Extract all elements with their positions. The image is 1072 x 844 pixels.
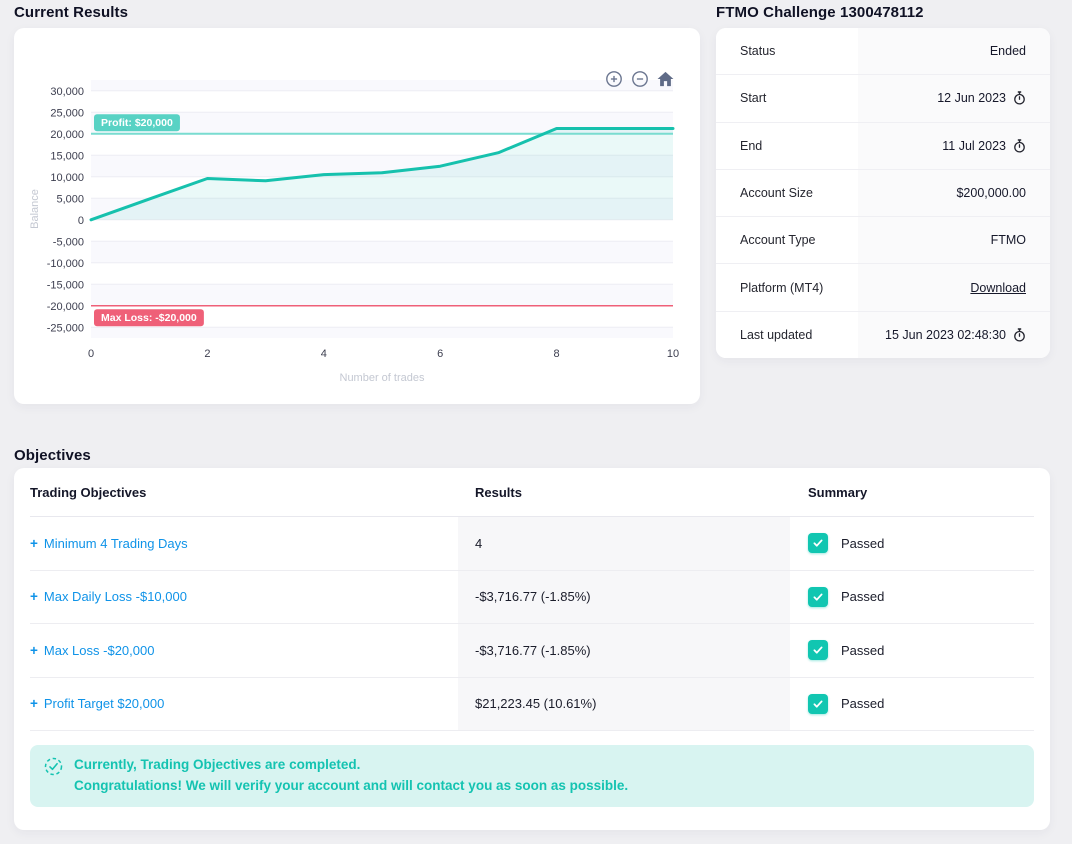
banner-line1: Currently, Trading Objectives are comple… (74, 757, 361, 772)
summary-status: Passed (841, 642, 885, 658)
completion-banner: Currently, Trading Objectives are comple… (30, 745, 1034, 807)
table-row-min-trading-days: + Minimum 4 Trading Days 4 Passed (30, 517, 1034, 571)
objective-link-max-loss[interactable]: + Max Loss -$20,000 (30, 642, 155, 658)
objectives-title: Objectives (14, 447, 91, 464)
passed-checkbox[interactable] (808, 533, 828, 554)
last-updated-value: 15 Jun 2023 02:48:30 (885, 327, 1006, 342)
zoom-in-icon[interactable] (605, 70, 623, 88)
start-label: Start (716, 75, 858, 122)
balance-chart-card: 30,000 25,000 20,000 15,000 10,000 5,000 0 -5,0… (14, 28, 700, 404)
header-summary: Summary (808, 484, 868, 500)
passed-checkbox[interactable] (808, 640, 828, 661)
svg-text:15,000: 15,000 (50, 150, 84, 162)
plus-icon: + (30, 696, 38, 712)
svg-text:-5,000: -5,000 (53, 236, 84, 248)
result-value: 4 (458, 517, 790, 570)
table-row-max-daily-loss: + Max Daily Loss -$10,000 -$3,716.77 (-1.… (30, 570, 1034, 624)
check-icon (813, 593, 823, 601)
svg-text:Profit: $20,000: Profit: $20,000 (101, 117, 173, 129)
stopwatch-icon (1014, 328, 1025, 342)
table-row-end: End 11 Jul 2023 (716, 122, 1050, 170)
svg-text:2: 2 (204, 348, 210, 360)
svg-text:Balance: Balance (29, 189, 41, 229)
objective-link-max-daily-loss[interactable]: + Max Daily Loss -$10,000 (30, 589, 187, 605)
result-value: -$3,716.77 (-1.85%) (458, 624, 790, 677)
platform-label: Platform (MT4) (716, 264, 858, 311)
table-row-account-type: Account Type FTMO (716, 217, 1050, 265)
start-value: 12 Jun 2023 (937, 91, 1006, 106)
plus-icon: + (30, 642, 38, 658)
status-label: Status (716, 28, 858, 75)
challenge-details-card: Status Ended Start 12 Jun 2023 End 11 Ju… (716, 28, 1050, 358)
svg-text:5,000: 5,000 (56, 193, 84, 205)
svg-text:30,000: 30,000 (50, 86, 84, 98)
svg-text:-20,000: -20,000 (47, 301, 84, 313)
home-icon[interactable] (657, 71, 674, 87)
account-type-value: FTMO (990, 233, 1026, 248)
objectives-table-header: Trading Objectives Results Summary (30, 468, 1034, 517)
balance-chart: 30,000 25,000 20,000 15,000 10,000 5,000 0 -5,0… (29, 80, 679, 384)
svg-text:4: 4 (321, 348, 327, 360)
end-value: 11 Jul 2023 (942, 138, 1006, 153)
account-size-value: $200,000.00 (956, 185, 1026, 200)
svg-text:10,000: 10,000 (50, 172, 84, 184)
table-row-profit-target: + Profit Target $20,000 $21,223.45 (10.61… (30, 677, 1034, 731)
objective-link-profit-target[interactable]: + Profit Target $20,000 (30, 696, 165, 712)
last-updated-label: Last updated (716, 311, 858, 358)
result-value: $21,223.45 (10.61%) (458, 677, 790, 730)
summary-status: Passed (841, 589, 885, 605)
objective-link-min-trading-days[interactable]: + Minimum 4 Trading Days (30, 535, 188, 551)
passed-checkbox[interactable] (808, 693, 828, 714)
table-row-account-size: Account Size $200,000.00 (716, 169, 1050, 218)
svg-text:-25,000: -25,000 (47, 322, 84, 334)
svg-text:Number of trades: Number of trades (340, 372, 425, 384)
banner-line2: Congratulations! We will verify your acc… (74, 777, 629, 793)
svg-text:20,000: 20,000 (50, 129, 84, 141)
check-icon (813, 539, 823, 547)
end-label: End (716, 122, 858, 169)
svg-text:0: 0 (78, 215, 84, 227)
result-value: -$3,716.77 (-1.85%) (458, 570, 790, 623)
table-row-status: Status Ended (716, 28, 1050, 76)
summary-status: Passed (841, 535, 885, 551)
svg-text:8: 8 (554, 348, 560, 360)
objectives-card: Trading Objectives Results Summary + Mini… (14, 468, 1050, 830)
svg-text:25,000: 25,000 (50, 107, 84, 119)
svg-text:-10,000: -10,000 (47, 258, 84, 270)
challenge-title: FTMO Challenge 1300478112 (716, 4, 924, 21)
plus-icon: + (30, 589, 38, 605)
passed-checkbox[interactable] (808, 586, 828, 607)
chart-toolbar (605, 70, 674, 88)
check-icon (813, 646, 823, 654)
account-type-label: Account Type (716, 217, 858, 264)
svg-text:Max Loss: -$20,000: Max Loss: -$20,000 (101, 312, 197, 324)
account-size-label: Account Size (716, 169, 858, 217)
svg-text:10: 10 (667, 348, 679, 360)
summary-status: Passed (841, 696, 885, 712)
check-icon (813, 700, 823, 708)
stopwatch-icon (1014, 138, 1025, 153)
plus-icon: + (30, 535, 38, 551)
svg-text:6: 6 (437, 348, 443, 360)
table-row-platform: Platform (MT4) Download (716, 264, 1050, 312)
table-row-max-loss: + Max Loss -$20,000 -$3,716.77 (-1.85%) P… (30, 624, 1034, 678)
svg-text:-15,000: -15,000 (47, 279, 84, 291)
status-value: Ended (989, 44, 1026, 59)
header-trading-objectives: Trading Objectives (30, 484, 147, 500)
header-results: Results (475, 484, 522, 500)
zoom-out-icon[interactable] (631, 70, 649, 88)
table-row-last-updated: Last updated 15 Jun 2023 02:48:30 (716, 311, 1050, 358)
download-link[interactable]: Download (970, 280, 1026, 295)
current-results-title: Current Results (14, 4, 129, 21)
check-circle-dashed-icon (44, 757, 63, 781)
svg-text:0: 0 (88, 348, 94, 360)
objectives-table: Trading Objectives Results Summary + Mini… (30, 468, 1034, 731)
stopwatch-icon (1014, 91, 1025, 105)
table-row-start: Start 12 Jun 2023 (716, 75, 1050, 123)
